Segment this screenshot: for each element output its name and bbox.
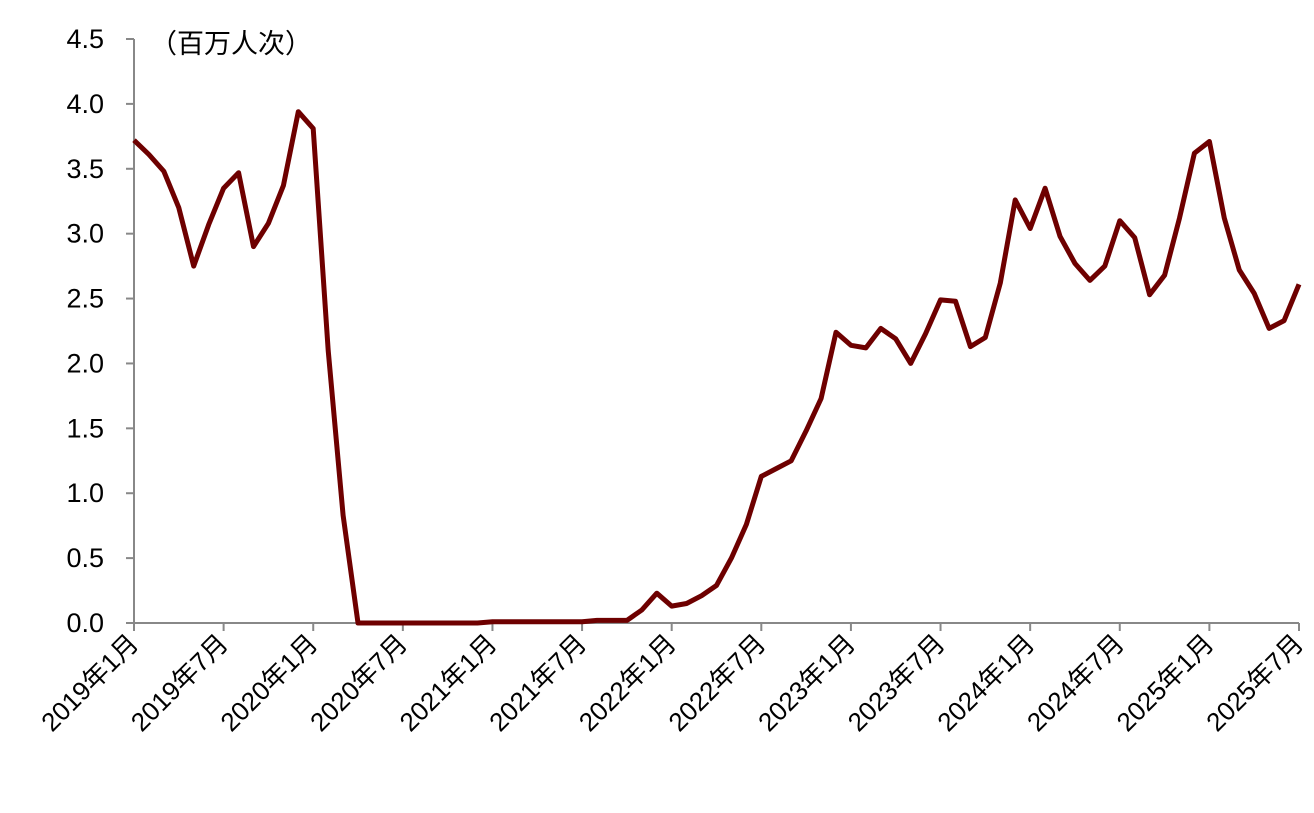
x-tick-label: 2021年7月 [483,628,592,737]
x-tick-label: 2019年7月 [125,628,234,737]
y-tick-label: 4.0 [66,89,104,119]
y-tick-label: 1.0 [66,478,104,508]
x-tick-label: 2024年1月 [931,628,1040,737]
y-tick-label: 0.5 [66,543,104,573]
y-tick-label: 2.5 [66,284,104,314]
series-line [132,109,1302,626]
y-tick-label: 0.0 [66,608,104,638]
x-tick-label: 2022年1月 [573,628,682,737]
y-tick-label: 2.0 [66,348,104,378]
y-tick-label: 3.0 [66,219,104,249]
x-tick-label: 2019年1月 [35,628,144,737]
x-tick-label: 2020年7月 [304,628,413,737]
x-tick-label: 2023年7月 [842,628,951,737]
x-tick-label: 2023年1月 [752,628,861,737]
x-tick-label: 2022年7月 [662,628,771,737]
x-tick-label: 2024年7月 [1021,628,1130,737]
y-tick-label: 1.5 [66,413,104,443]
x-tick-label: 2021年1月 [394,628,503,737]
x-tick-label: 2020年1月 [214,628,323,737]
y-tick-label: 3.5 [66,154,104,184]
y-tick-label: 4.5 [66,24,104,54]
x-tick-label: 2025年7月 [1200,628,1309,737]
y-axis-unit-label: （百万人次） [150,29,312,60]
x-tick-label: 2025年1月 [1111,628,1220,737]
